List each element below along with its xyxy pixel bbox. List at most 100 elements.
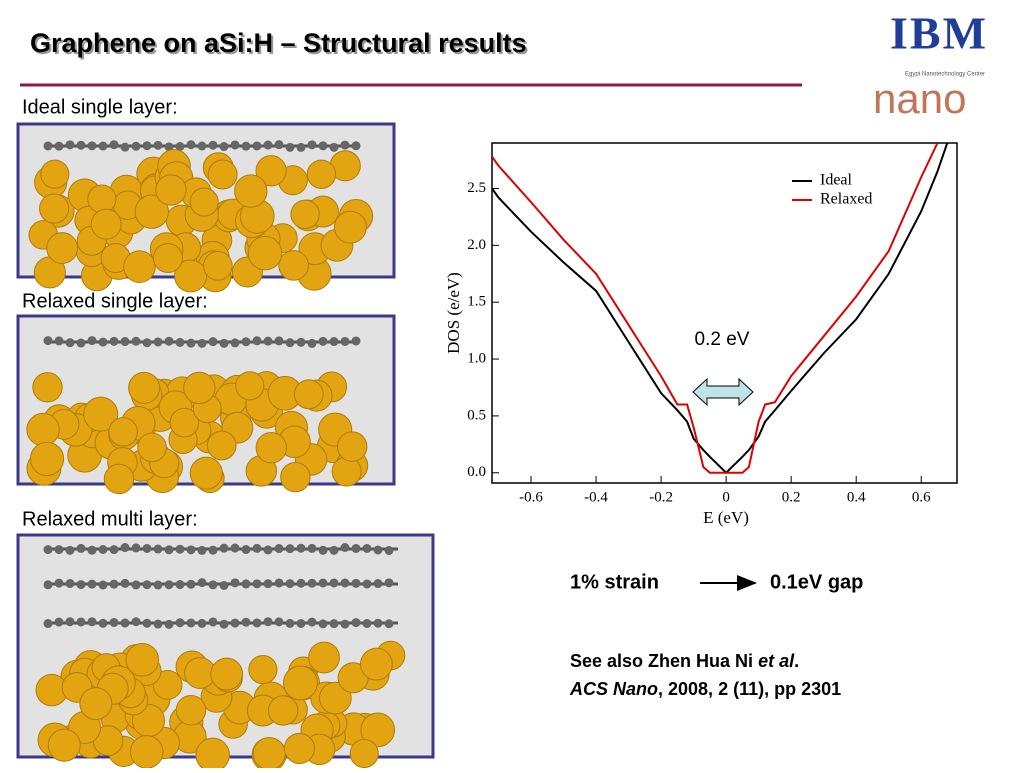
carbon-atom	[318, 619, 328, 629]
carbon-atom	[230, 578, 240, 588]
carbon-atom	[362, 579, 372, 589]
carbon-atom	[76, 543, 86, 553]
carbon-atom	[384, 619, 394, 629]
carbon-atom	[296, 337, 306, 347]
carbon-atom	[109, 140, 119, 150]
ref-part: See also Zhen Hua Ni	[570, 651, 758, 671]
carbon-atom	[186, 545, 196, 555]
ref-part: .	[794, 651, 799, 671]
carbon-atom	[175, 337, 185, 347]
carbon-atom	[54, 545, 64, 555]
carbon-atom	[208, 337, 218, 347]
carbon-atom	[197, 618, 207, 628]
carbon-atom	[142, 338, 152, 348]
carbon-atom	[43, 545, 53, 555]
carbon-atom	[285, 338, 295, 348]
carbon-atom	[384, 578, 394, 588]
carbon-atom	[285, 142, 295, 152]
silicon-atom	[283, 732, 315, 764]
carbon-atom	[296, 142, 306, 152]
silicon-atom	[195, 737, 230, 773]
carbon-atom	[351, 578, 361, 588]
carbon-atom	[142, 580, 152, 590]
silicon-atom	[46, 232, 79, 264]
carbon-atom	[219, 580, 229, 590]
carbon-atom	[351, 543, 361, 553]
legend-label: Relaxed	[820, 191, 872, 208]
silicon-atom	[267, 695, 299, 726]
carbon-atom	[318, 578, 328, 588]
carbon-atom	[373, 579, 383, 589]
silicon-atom	[155, 174, 187, 206]
carbon-atom	[54, 141, 64, 151]
carbon-atom	[274, 617, 284, 627]
y-tick-label: 1.5	[467, 294, 486, 310]
carbon-atom	[142, 543, 152, 553]
logo-nano: nano	[873, 75, 966, 122]
carbon-atom	[153, 544, 163, 554]
silicon-atom	[103, 463, 135, 495]
silicon-atom	[349, 738, 379, 769]
carbon-atom	[54, 336, 64, 346]
carbon-atom	[241, 545, 251, 555]
carbon-atom	[164, 619, 174, 629]
carbon-atom	[164, 142, 174, 152]
legend-label: Ideal	[820, 172, 853, 189]
carbon-atom	[76, 140, 86, 150]
carbon-atom	[285, 544, 295, 554]
carbon-atom	[351, 141, 361, 151]
carbon-atom	[241, 617, 251, 627]
silicon-atom	[293, 379, 324, 410]
silicon-atom	[40, 159, 70, 189]
silicon-atom	[252, 737, 286, 771]
carbon-atom	[318, 141, 328, 151]
carbon-atom	[43, 336, 53, 346]
silicon-atom	[318, 681, 352, 715]
silicon-atom	[152, 670, 183, 700]
carbon-atom	[252, 141, 262, 151]
carbon-atom	[153, 580, 163, 590]
carbon-atom	[153, 337, 163, 347]
carbon-atom	[285, 579, 295, 589]
carbon-atom	[329, 578, 339, 588]
carbon-atom	[340, 543, 350, 553]
ibm-logo: IBM	[890, 8, 988, 59]
carbon-atom	[98, 544, 108, 554]
carbon-atom	[285, 618, 295, 628]
carbon-atom	[296, 618, 306, 628]
ref-part: , 2008, 2 (11), pp 2301	[658, 679, 841, 699]
silicon-atom	[235, 371, 265, 401]
y-tick-label: 2.5	[467, 180, 486, 196]
carbon-atom	[329, 142, 339, 152]
carbon-atom	[175, 141, 185, 151]
carbon-atom	[296, 543, 306, 553]
silicon-atom	[306, 159, 337, 189]
silicon-atom	[203, 251, 233, 281]
carbon-atom	[307, 617, 317, 627]
carbon-atom	[65, 579, 75, 589]
carbon-atom	[219, 142, 229, 152]
ref-part: et al	[758, 651, 795, 671]
reference-line1: See also Zhen Hua Ni et al.	[570, 651, 799, 671]
silicon-atom	[29, 441, 65, 477]
panel-label: Ideal single layer:	[22, 96, 178, 118]
strain-right: 0.1eV gap	[770, 571, 863, 593]
carbon-atom	[109, 336, 119, 346]
carbon-atom	[120, 337, 130, 347]
carbon-atom	[329, 545, 339, 555]
carbon-atom	[65, 140, 75, 150]
strain-left: 1% strain	[570, 571, 659, 593]
carbon-atom	[329, 337, 339, 347]
carbon-atom	[175, 618, 185, 628]
carbon-atom	[274, 544, 284, 554]
silicon-atom	[255, 155, 287, 187]
carbon-atom	[153, 140, 163, 150]
title: Graphene on aSi:H – Structural results	[30, 28, 527, 58]
carbon-atom	[263, 336, 273, 346]
silicon-atom	[183, 371, 216, 405]
carbon-atom	[98, 618, 108, 628]
carbon-atom	[373, 545, 383, 555]
carbon-atom	[274, 336, 284, 346]
silicon-atom	[189, 456, 223, 490]
